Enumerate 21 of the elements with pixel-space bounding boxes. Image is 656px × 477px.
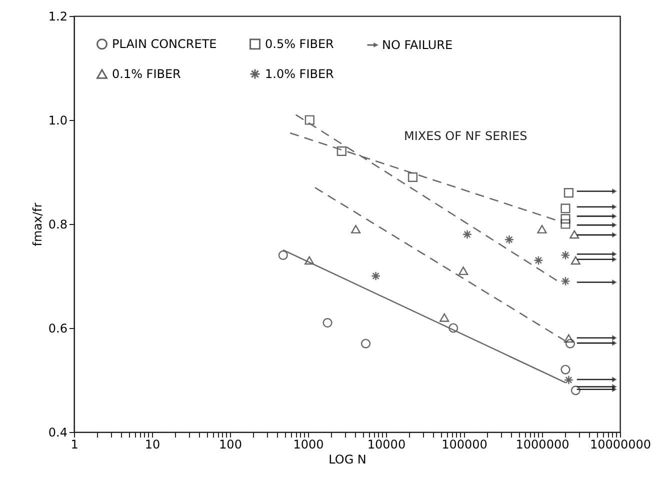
y-tick-label: 0.8 <box>48 218 68 232</box>
y-tick-label: 1.2 <box>48 10 68 24</box>
x-tick-label: 10000000 <box>590 438 652 452</box>
legend-label: 0.1% FIBER <box>112 67 181 81</box>
x-tick-label: 1000 <box>293 438 324 452</box>
x-tick-label: 10 <box>144 438 160 452</box>
x-tick-label: 100000 <box>442 438 488 452</box>
y-axis-title: fmax/fr <box>30 202 44 246</box>
annotation: MIXES OF NF SERIES <box>404 129 528 143</box>
y-tick-label: 1.0 <box>48 114 68 128</box>
x-tick-label: 1000000 <box>516 438 570 452</box>
y-tick-label: 0.4 <box>48 426 68 440</box>
legend-label: NO FAILURE <box>382 38 453 52</box>
x-tick-label: 10000 <box>367 438 406 452</box>
y-tick-label: 0.6 <box>48 322 68 336</box>
legend-label: 0.5% FIBER <box>265 37 334 52</box>
x-axis-title: LOG N <box>328 452 366 466</box>
x-tick-label: 100 <box>219 438 242 452</box>
legend-label: PLAIN CONCRETE <box>112 37 217 52</box>
legend-label: 1.0% FIBER <box>265 67 334 81</box>
x-tick-label: 1 <box>70 438 78 452</box>
